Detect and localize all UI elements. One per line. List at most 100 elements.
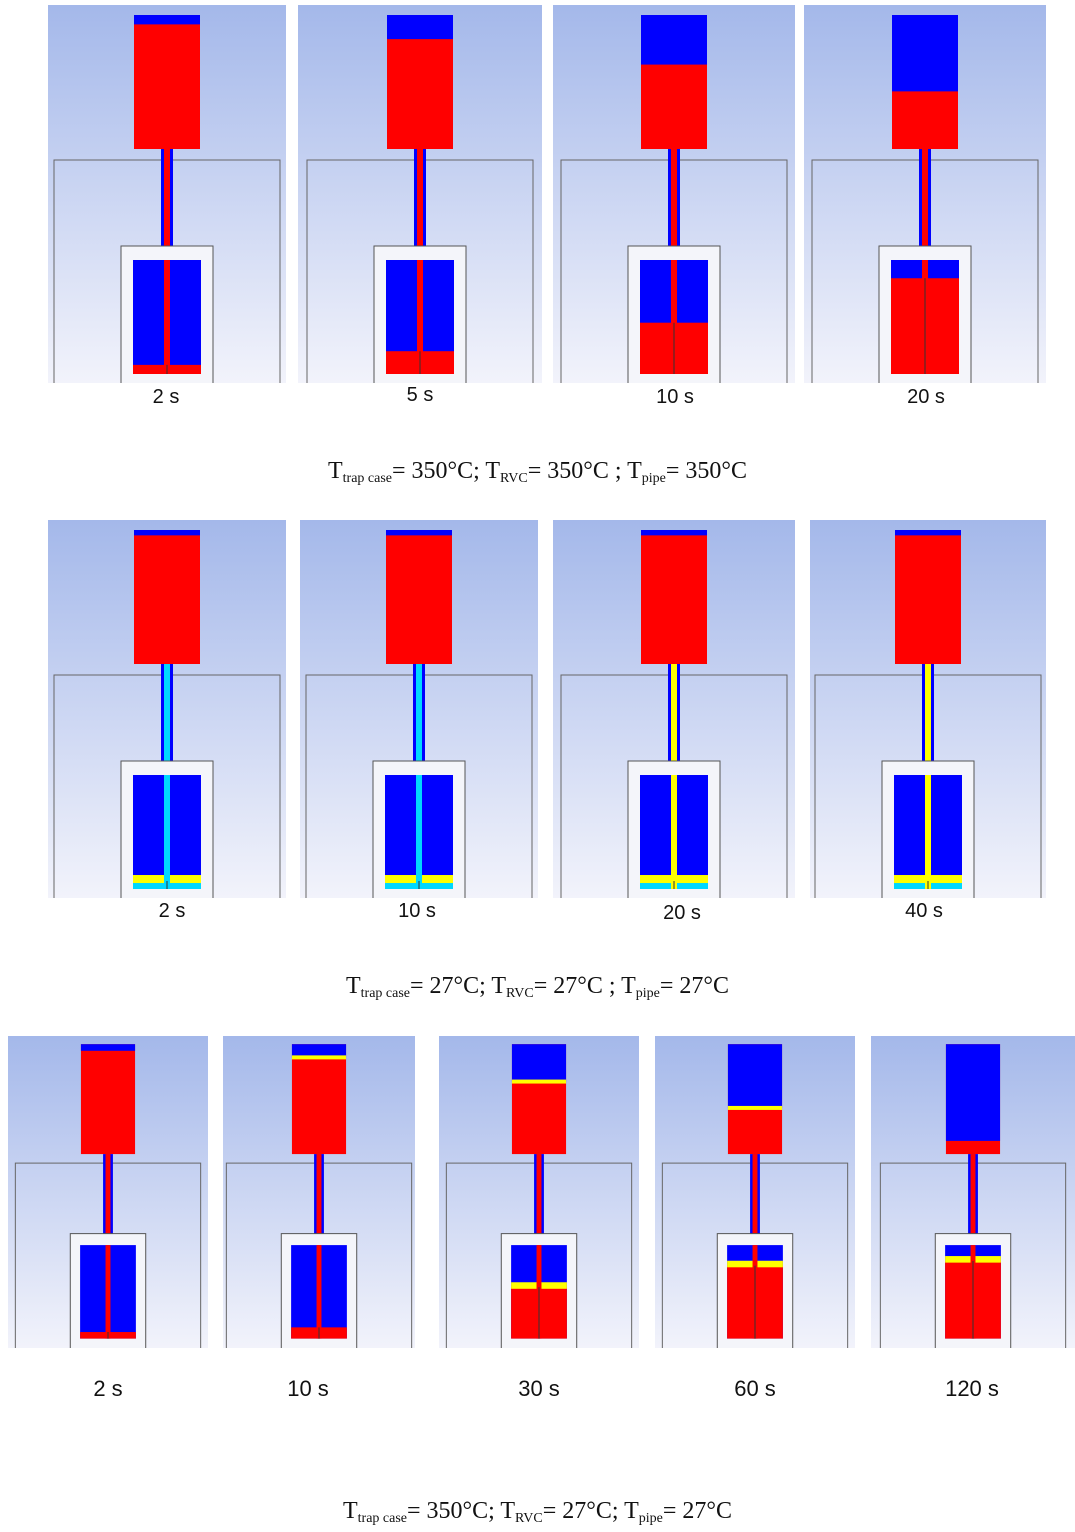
reservoir-interface xyxy=(511,1079,567,1084)
reservoir-gas xyxy=(134,530,200,536)
reservoir-gas xyxy=(291,1044,347,1058)
pipe-core xyxy=(752,1154,758,1252)
reservoir-gas xyxy=(387,15,453,40)
pipe-core xyxy=(671,149,677,268)
value-text: = 27°C; xyxy=(542,1498,625,1524)
value-text: = 350°C; xyxy=(392,458,486,484)
inner-pipe xyxy=(416,775,422,889)
reservoir-liquid xyxy=(641,530,707,664)
subscript: RVC xyxy=(506,986,534,1001)
value-text: = 27°C; xyxy=(410,973,492,999)
simulation-frame xyxy=(553,5,795,383)
time-label: 20 s xyxy=(663,902,701,924)
symbol: T xyxy=(491,973,507,999)
row3-panel-2 xyxy=(223,1036,415,1348)
subscript: pipe xyxy=(638,1511,663,1526)
inner-pipe xyxy=(316,1245,322,1339)
simulation-frame xyxy=(8,1036,208,1348)
row1-panel-4 xyxy=(804,5,1046,383)
pipe-core xyxy=(105,1154,111,1252)
time-label: 2 s xyxy=(93,1376,123,1401)
reservoir-gas xyxy=(80,1044,136,1051)
row3-panel-3 xyxy=(439,1036,639,1348)
symbol: T xyxy=(500,1498,516,1524)
time-label: 2 s xyxy=(152,386,180,408)
reservoir-gas xyxy=(892,15,958,92)
simulation-frame xyxy=(810,520,1046,898)
symbol: T xyxy=(485,458,501,484)
value-text: = 27°C xyxy=(659,973,730,999)
symbol: T xyxy=(327,458,343,484)
reservoir-gas xyxy=(511,1044,567,1082)
row2-panel-3 xyxy=(553,520,795,898)
row1-panel-2 xyxy=(298,5,542,383)
pipe-core xyxy=(922,149,928,268)
symbol: T xyxy=(621,973,636,999)
inner-pipe xyxy=(671,260,677,374)
simulation-frame xyxy=(300,520,538,898)
row2-panel-2 xyxy=(300,520,538,898)
simulation-frame xyxy=(298,5,542,383)
reservoir-liquid xyxy=(895,530,961,664)
condition-caption-1: Ttrap case= 350°C; TRVC= 350°C ; Tpipe= … xyxy=(0,458,1075,487)
reservoir-liquid xyxy=(386,530,452,664)
subscript: RVC xyxy=(500,471,528,486)
subscript: trap case xyxy=(357,1511,407,1526)
reservoir-gas xyxy=(641,15,707,65)
time-label: 60 s xyxy=(734,1376,776,1401)
row2-panel-1 xyxy=(48,520,286,898)
simulation-frame xyxy=(439,1036,639,1348)
inner-pipe xyxy=(417,260,423,374)
pipe-core xyxy=(536,1154,542,1252)
pipe-core xyxy=(416,664,422,783)
time-label: 5 s xyxy=(406,384,434,406)
reservoir-liquid xyxy=(291,1044,347,1155)
inner-pipe xyxy=(164,775,170,889)
pipe-core xyxy=(316,1154,322,1252)
pipe-core xyxy=(970,1154,976,1252)
inner-pipe xyxy=(105,1245,111,1339)
row1-panel-3 xyxy=(553,5,795,383)
reservoir-liquid xyxy=(80,1044,136,1155)
simulation-frame xyxy=(871,1036,1075,1348)
simulation-frame xyxy=(804,5,1046,383)
time-label: 120 s xyxy=(945,1376,999,1401)
reservoir-interface xyxy=(291,1055,347,1060)
row1-panel-1 xyxy=(48,5,286,383)
subscript: pipe xyxy=(641,471,666,486)
simulation-frame xyxy=(553,520,795,898)
reservoir-gas xyxy=(727,1044,783,1108)
symbol: T xyxy=(624,1498,639,1524)
reservoir-liquid xyxy=(134,15,200,149)
inner-pipe xyxy=(925,775,931,889)
time-label: 10 s xyxy=(656,386,694,408)
time-label: 2 s xyxy=(158,900,186,922)
subscript: trap case xyxy=(342,471,392,486)
symbol: T xyxy=(342,1498,358,1524)
value-text: = 27°C xyxy=(662,1498,733,1524)
reservoir-liquid xyxy=(134,530,200,664)
row3-panel-4 xyxy=(655,1036,855,1348)
subscript: RVC xyxy=(515,1511,543,1526)
subscript: pipe xyxy=(635,986,660,1001)
time-label: 30 s xyxy=(518,1376,560,1401)
reservoir-gas xyxy=(386,530,452,536)
simulation-frame xyxy=(48,520,286,898)
reservoir-gas xyxy=(945,1044,1001,1141)
simulation-frame xyxy=(223,1036,415,1348)
simulation-frame xyxy=(655,1036,855,1348)
condition-caption-2: Ttrap case= 27°C; TRVC= 27°C ; Tpipe= 27… xyxy=(0,973,1075,1002)
time-label: 20 s xyxy=(907,386,945,408)
reservoir-interface xyxy=(727,1105,783,1110)
value-text: = 27°C ; xyxy=(533,973,622,999)
value-text: = 350°C ; xyxy=(527,458,628,484)
row3-panel-1 xyxy=(8,1036,208,1348)
pipe-core xyxy=(671,664,677,783)
condition-caption-3: Ttrap case= 350°C; TRVC= 27°C; Tpipe= 27… xyxy=(0,1498,1075,1527)
inner-pipe xyxy=(671,775,677,889)
symbol: T xyxy=(627,458,642,484)
simulation-frame xyxy=(48,5,286,383)
reservoir-gas xyxy=(895,530,961,536)
pipe-core xyxy=(417,149,423,268)
time-label: 40 s xyxy=(905,900,943,922)
